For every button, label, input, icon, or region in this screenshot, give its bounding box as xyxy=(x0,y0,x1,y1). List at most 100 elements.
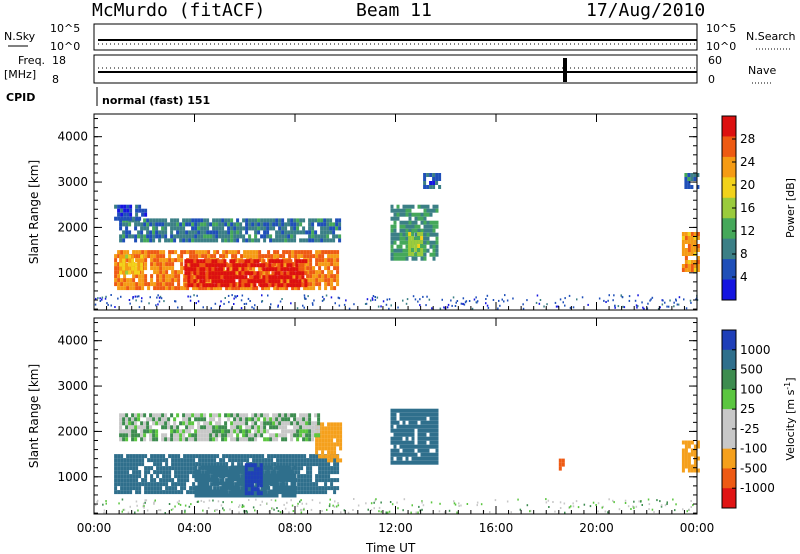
power-cell xyxy=(258,250,262,255)
velocity-cell xyxy=(173,417,177,422)
power-cell xyxy=(435,224,439,229)
velocity-cell xyxy=(221,425,225,430)
power-cell xyxy=(218,234,222,239)
power-cell xyxy=(317,234,321,239)
velocity-speckle xyxy=(311,499,314,502)
power-cell xyxy=(195,254,199,259)
power-cell xyxy=(272,238,276,243)
power-cell xyxy=(234,258,238,263)
velocity-cell xyxy=(693,444,697,449)
power-cell xyxy=(272,218,276,223)
velocity-cell xyxy=(137,417,141,422)
velocity-speckle xyxy=(146,509,149,512)
velocity-cell xyxy=(297,462,301,467)
velocity-cell xyxy=(192,486,196,491)
velocity-cell xyxy=(149,437,153,442)
velocity-speckle xyxy=(396,501,398,504)
velocity-cell xyxy=(168,454,172,459)
velocity-cell xyxy=(254,489,258,494)
power-speckle xyxy=(240,299,243,302)
power-cell xyxy=(414,220,418,225)
velocity-cbar-swatch xyxy=(722,409,736,430)
velocity-cell xyxy=(336,434,340,439)
velocity-cell xyxy=(405,440,409,445)
power-cell xyxy=(230,218,234,223)
power-cell xyxy=(230,230,234,235)
power-cell xyxy=(224,222,228,227)
power-cell xyxy=(114,278,118,283)
power-speckle xyxy=(388,307,390,310)
power-cell xyxy=(304,259,308,264)
velocity-cell xyxy=(135,478,139,483)
power-cell xyxy=(221,218,225,223)
velocity-cell xyxy=(188,417,192,422)
power-speckle xyxy=(690,301,692,304)
velocity-cell xyxy=(240,486,244,491)
velocity-cell xyxy=(123,458,127,463)
velocity-cell xyxy=(218,489,222,494)
velocity-cell xyxy=(278,421,282,426)
power-cell xyxy=(122,222,126,227)
velocity-cell xyxy=(256,467,260,472)
power-cell xyxy=(321,258,325,263)
velocity-cell xyxy=(303,482,307,487)
power-speckle xyxy=(312,303,314,306)
power-speckle xyxy=(622,305,624,308)
power-cell xyxy=(432,244,436,249)
power-cell xyxy=(301,283,305,288)
velocity-cell xyxy=(266,481,270,486)
power-cell xyxy=(270,254,274,259)
power-cell xyxy=(402,220,406,225)
velocity-cell xyxy=(260,413,264,418)
velocity-cell xyxy=(242,489,246,494)
velocity-speckle xyxy=(613,501,615,504)
power-cell xyxy=(131,234,135,239)
power-cell xyxy=(327,270,331,275)
velocity-cell xyxy=(254,437,258,442)
velocity-cell xyxy=(194,485,198,490)
velocity-cell xyxy=(327,454,331,459)
power-cell xyxy=(183,286,187,291)
velocity-cell xyxy=(315,454,319,459)
velocity-cell xyxy=(236,481,240,486)
velocity-cell xyxy=(165,474,169,479)
power-cell xyxy=(125,234,129,239)
power-cell xyxy=(312,266,316,271)
velocity-cell xyxy=(140,433,144,438)
power-cell xyxy=(417,248,421,252)
velocity-cell xyxy=(311,437,315,442)
power-cell xyxy=(120,204,124,209)
power-cell xyxy=(161,234,165,239)
velocity-cell xyxy=(120,462,124,467)
velocity-speckle xyxy=(633,507,635,510)
velocity-cell xyxy=(339,458,343,463)
power-cell xyxy=(279,254,283,259)
velocity-cell xyxy=(327,446,331,451)
velocity-cell xyxy=(129,454,133,459)
power-cell xyxy=(309,266,313,271)
velocity-cell xyxy=(275,473,279,478)
velocity-cell xyxy=(209,429,213,434)
power-cell xyxy=(243,254,247,259)
velocity-cell xyxy=(281,429,285,434)
power-cell xyxy=(143,222,147,227)
power-cell xyxy=(289,279,293,284)
power-cbar-swatch xyxy=(722,136,736,158)
power-speckle xyxy=(581,296,584,299)
power-cell xyxy=(180,254,184,259)
power-cell xyxy=(687,260,691,264)
velocity-speckle xyxy=(196,500,199,503)
velocity-cell xyxy=(189,486,193,491)
power-cell xyxy=(202,271,206,276)
velocity-cell xyxy=(245,437,249,442)
velocity-cell xyxy=(188,433,192,438)
velocity-cell xyxy=(260,429,264,434)
velocity-cell xyxy=(197,489,201,494)
power-cell xyxy=(687,264,691,268)
power-cell xyxy=(134,234,138,239)
velocity-cell xyxy=(250,475,254,480)
power-cell xyxy=(126,282,130,287)
power-cell xyxy=(135,286,139,291)
power-cell xyxy=(300,254,304,259)
velocity-speckle xyxy=(300,499,302,502)
